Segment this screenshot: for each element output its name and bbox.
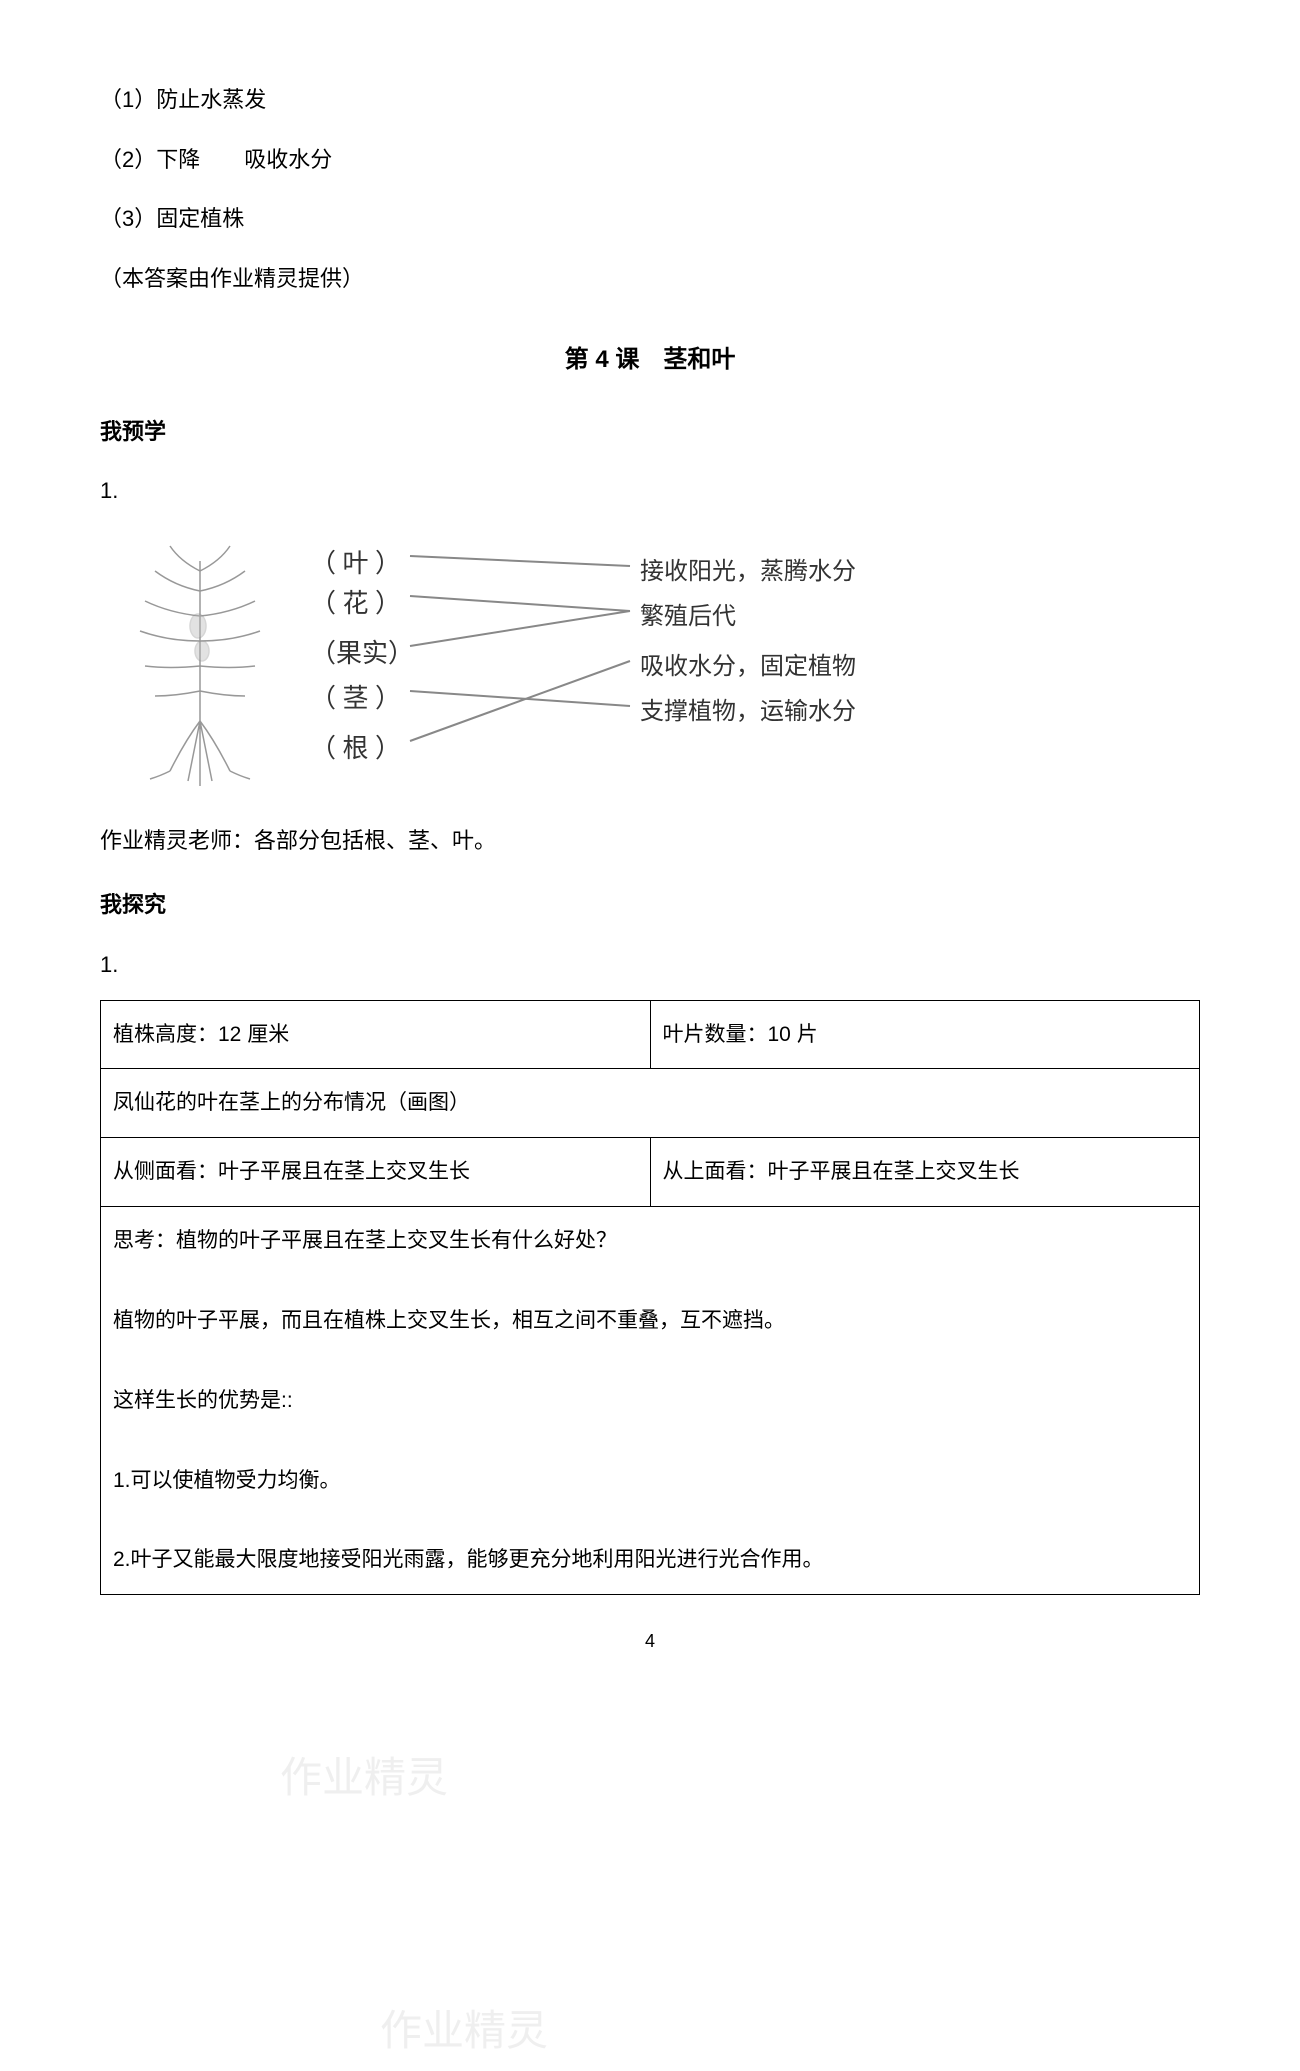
answer-1: （1）防止水蒸发 — [100, 80, 1200, 120]
function-3: 吸收水分，固定植物 — [640, 646, 856, 689]
table-row: 思考：植物的叶子平展且在茎上交叉生长有什么好处？ 植物的叶子平展，而且在植株上交… — [101, 1207, 1200, 1595]
page-number: 4 — [100, 1625, 1200, 1657]
preview-heading: 我预学 — [100, 412, 1200, 452]
cell-top-view: 从上面看：叶子平展且在茎上交叉生长 — [650, 1138, 1200, 1207]
table-row: 从侧面看：叶子平展且在茎上交叉生长 从上面看：叶子平展且在茎上交叉生长 — [101, 1138, 1200, 1207]
table-row: 凤仙花的叶在茎上的分布情况（画图） — [101, 1069, 1200, 1138]
label-stem: （ 茎 ） — [310, 676, 401, 723]
answer-3: （3）固定植株 — [100, 199, 1200, 239]
plant-diagram: （ 叶 ） （ 花 ） （果实） （ 茎 ） （ 根 ） 接收阳光，蒸腾水分 繁… — [100, 531, 1000, 791]
cell-thinking: 思考：植物的叶子平展且在茎上交叉生长有什么好处？ 植物的叶子平展，而且在植株上交… — [101, 1207, 1200, 1595]
watermark-1: 作业精灵 — [380, 1995, 548, 2071]
answer-note: （本答案由作业精灵提供） — [100, 259, 1200, 299]
cell-distribution: 凤仙花的叶在茎上的分布情况（画图） — [101, 1069, 1200, 1138]
question-2-number: 1. — [100, 945, 1200, 985]
answer-2: （2）下降 吸收水分 — [100, 140, 1200, 180]
question-1-number: 1. — [100, 471, 1200, 511]
observation-table: 植株高度：12 厘米 叶片数量：10 片 凤仙花的叶在茎上的分布情况（画图） 从… — [100, 1000, 1200, 1596]
lesson-title: 第 4 课 茎和叶 — [100, 338, 1200, 381]
watermark-2: 作业精灵 — [280, 1742, 448, 1818]
label-flower: （ 花 ） — [310, 581, 401, 628]
label-fruit: （果实） — [310, 631, 414, 678]
plant-drawing — [100, 531, 300, 791]
table-row: 植株高度：12 厘米 叶片数量：10 片 — [101, 1000, 1200, 1069]
label-root: （ 根 ） — [310, 726, 401, 773]
function-4: 支撑植物，运输水分 — [640, 691, 856, 734]
cell-height: 植株高度：12 厘米 — [101, 1000, 651, 1069]
explore-heading: 我探究 — [100, 885, 1200, 925]
cell-leaf-count: 叶片数量：10 片 — [650, 1000, 1200, 1069]
cell-side-view: 从侧面看：叶子平展且在茎上交叉生长 — [101, 1138, 651, 1207]
function-2: 繁殖后代 — [640, 596, 736, 639]
function-1: 接收阳光，蒸腾水分 — [640, 551, 856, 594]
teacher-note: 作业精灵老师：各部分包括根、茎、叶。 — [100, 821, 1200, 861]
